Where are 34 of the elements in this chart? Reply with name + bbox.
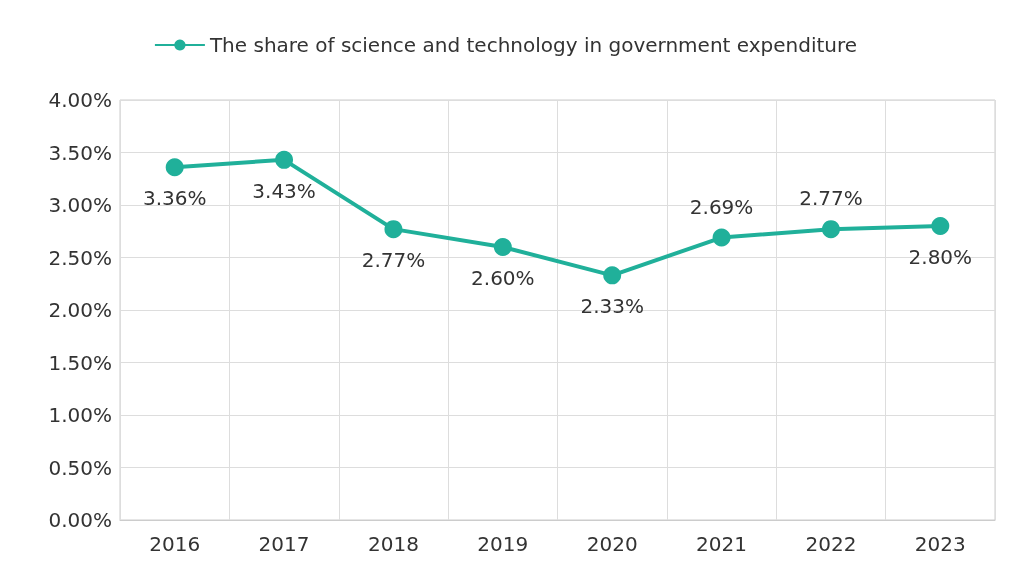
point [712,228,731,247]
data-label: 2.80% [908,245,973,269]
point [384,220,403,239]
data-label: 2.60% [471,266,535,290]
y-tick-label: 2.50% [48,245,112,270]
legend-label: The share of science and technology in government expenditure [208,33,858,57]
data-label: 2.77% [799,186,863,211]
x-tick-label: 2022 [805,532,857,556]
point [603,266,622,285]
x-tick-label: 2016 [149,532,201,556]
y-tick-label: 4.00% [48,88,112,112]
y-tick-label: 1.00% [48,403,112,427]
point [931,217,950,235]
data-label: 2.33% [580,294,644,319]
point [493,238,512,256]
y-tick-label: 2.00% [48,298,112,322]
y-tick-label: 0.50% [48,455,112,480]
x-tick-label: 2017 [258,532,310,556]
point [275,150,294,169]
data-label: 3.43% [252,178,316,203]
y-tick-label: 1.50% [48,350,112,375]
point [821,220,840,239]
data-label: 2.77% [361,248,426,273]
x-tick-label: 2023 [914,532,966,556]
y-tick-label: 3.00% [48,193,112,217]
x-tick-label: 2020 [586,532,638,556]
y-tick-label: 0.00% [48,508,112,532]
point [165,158,184,177]
x-tick-label: 2021 [696,532,748,556]
data-label: 2.69% [689,194,754,219]
x-tick-label: 2019 [477,532,529,556]
x-tick-label: 2018 [367,532,419,556]
y-tick-label: 3.50% [48,140,112,165]
data-label: 3.36% [142,186,207,211]
